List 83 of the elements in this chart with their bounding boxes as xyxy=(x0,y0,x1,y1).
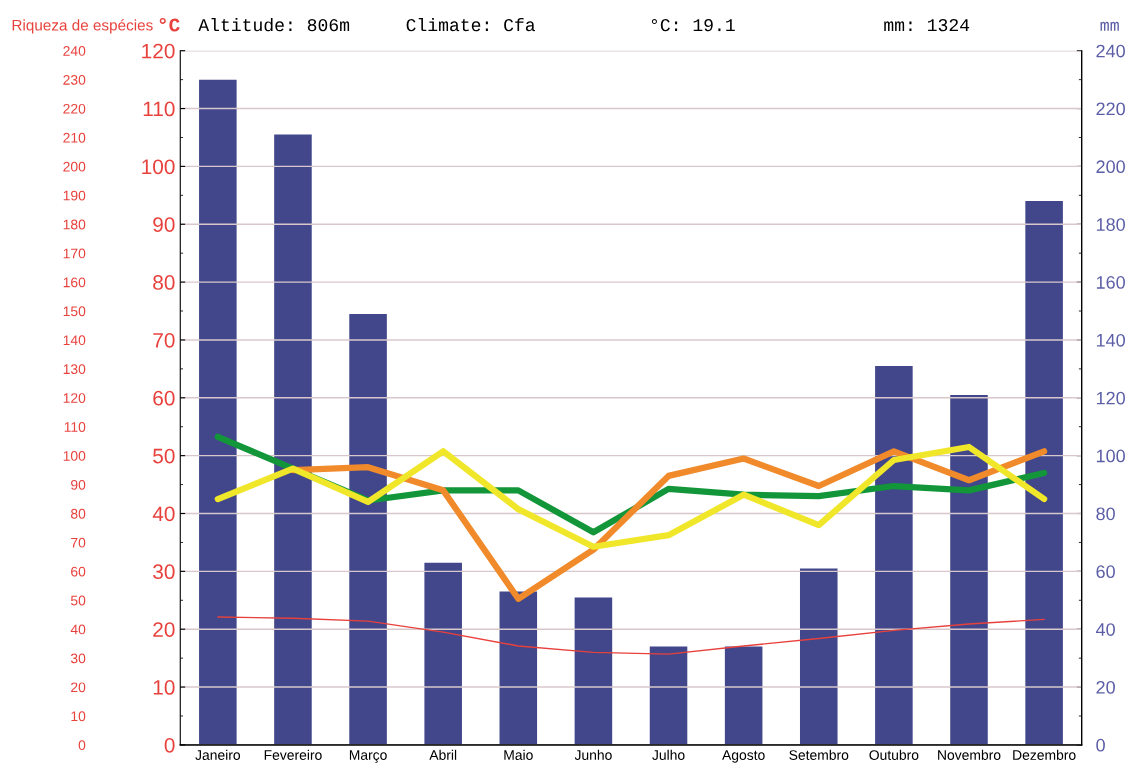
y3-tick-label: 160 xyxy=(63,277,86,288)
bar xyxy=(799,568,838,745)
y3-tick-label: 80 xyxy=(70,508,86,519)
y-tick-label: 120 xyxy=(142,43,175,59)
text: mm: 1324 xyxy=(884,18,970,32)
y3-tick-label: 70 xyxy=(71,537,86,548)
bar xyxy=(875,365,913,745)
y3-tick-label: 200 xyxy=(63,161,86,172)
x-tick-label: Maio xyxy=(504,749,533,760)
y2-tick-label: 40 xyxy=(1095,623,1115,636)
y3-tick-label: 40 xyxy=(70,624,86,635)
y-tick-label: 30 xyxy=(153,564,175,580)
y-tick-label: 100 xyxy=(142,159,175,175)
bar xyxy=(274,134,312,745)
y3-tick-label: 190 xyxy=(63,190,86,201)
y-tick-label: 20 xyxy=(153,622,175,637)
y3-tick-label: 220 xyxy=(63,103,86,114)
y2-tick-label: 120 xyxy=(1096,391,1125,405)
bar xyxy=(499,591,538,745)
y-tick-label: 90 xyxy=(153,217,175,232)
bar xyxy=(950,394,988,745)
y2-tick-label: 180 xyxy=(1096,218,1125,231)
y2-tick-label: 0 xyxy=(1096,738,1105,752)
y2-tick-label: 200 xyxy=(1096,160,1125,174)
y-tick-label: 50 xyxy=(153,448,175,464)
bar xyxy=(574,597,613,745)
y3-tick-label: 30 xyxy=(70,653,86,664)
x-tick-label: Janeiro xyxy=(195,749,241,760)
y2-tick-label: 220 xyxy=(1096,102,1125,116)
y3-tick-label: 110 xyxy=(64,422,86,432)
y3-tick-label: 90 xyxy=(71,479,86,490)
y2-tick-label: 240 xyxy=(1096,44,1125,58)
y2-tick-label: 160 xyxy=(1096,276,1125,289)
x-tick-label: Junho xyxy=(574,749,612,760)
y3-tick-label: 240 xyxy=(63,46,86,56)
y-tick-label: 110 xyxy=(143,101,175,117)
y2-tick-label: 140 xyxy=(1096,333,1125,347)
bar xyxy=(649,646,688,745)
x-tick-label: Fevereiro xyxy=(264,749,322,760)
x-tick-label: Outubro xyxy=(869,749,919,760)
y3-tick-label: 140 xyxy=(63,335,86,346)
y3-tick-label: 50 xyxy=(70,595,86,606)
text: Altitude: 806m xyxy=(198,17,350,32)
x-tick-label: Abril xyxy=(429,749,457,760)
y-tick-label: 80 xyxy=(153,275,175,290)
bar xyxy=(1025,201,1063,745)
y3-axis-title: Riqueza de espécies xyxy=(12,19,153,34)
y2-tick-label: 60 xyxy=(1096,565,1115,579)
y3-tick-label: 60 xyxy=(71,566,86,577)
y2-tick-label: 100 xyxy=(1096,449,1125,463)
bar xyxy=(349,313,387,745)
x-tick-label: Dezembro xyxy=(1013,749,1076,760)
x-tick-label: Setembro xyxy=(789,749,849,760)
x-tick-label: Março xyxy=(349,750,387,763)
line-series xyxy=(217,616,1045,655)
y-tick-label: 10 xyxy=(153,680,175,695)
y3-tick-label: 100 xyxy=(63,450,86,461)
y3-tick-label: 20 xyxy=(71,682,86,693)
text: Climate: Cfa xyxy=(406,17,536,32)
x-tick-label: Agosto xyxy=(722,750,765,763)
y3-tick-label: 210 xyxy=(63,132,86,143)
y3-tick-label: 150 xyxy=(63,306,86,317)
bar xyxy=(199,79,237,745)
y3-tick-label: 120 xyxy=(63,393,86,403)
y2-axis-title: mm xyxy=(1100,21,1119,31)
y3-tick-label: 170 xyxy=(63,248,86,259)
text: °C: 19.1 xyxy=(651,18,735,32)
y3-tick-label: 0 xyxy=(78,740,86,751)
y3-tick-label: 130 xyxy=(63,364,86,375)
y2-tick-label: 80 xyxy=(1096,507,1115,521)
y3-tick-label: 180 xyxy=(63,219,86,230)
y-tick-label: 70 xyxy=(153,332,175,348)
x-tick-label: Julho xyxy=(652,749,685,760)
y3-tick-label: 10 xyxy=(71,711,86,722)
bar xyxy=(424,562,462,745)
bar xyxy=(724,646,763,745)
y-tick-label: 60 xyxy=(153,390,175,406)
y2-tick-label: 20 xyxy=(1096,680,1115,694)
x-tick-label: Novembro xyxy=(938,749,1001,760)
y-axis-title: °C xyxy=(159,17,180,32)
y-tick-label: 0 xyxy=(164,737,175,753)
y-tick-label: 40 xyxy=(152,506,175,522)
y3-tick-label: 230 xyxy=(63,74,86,85)
